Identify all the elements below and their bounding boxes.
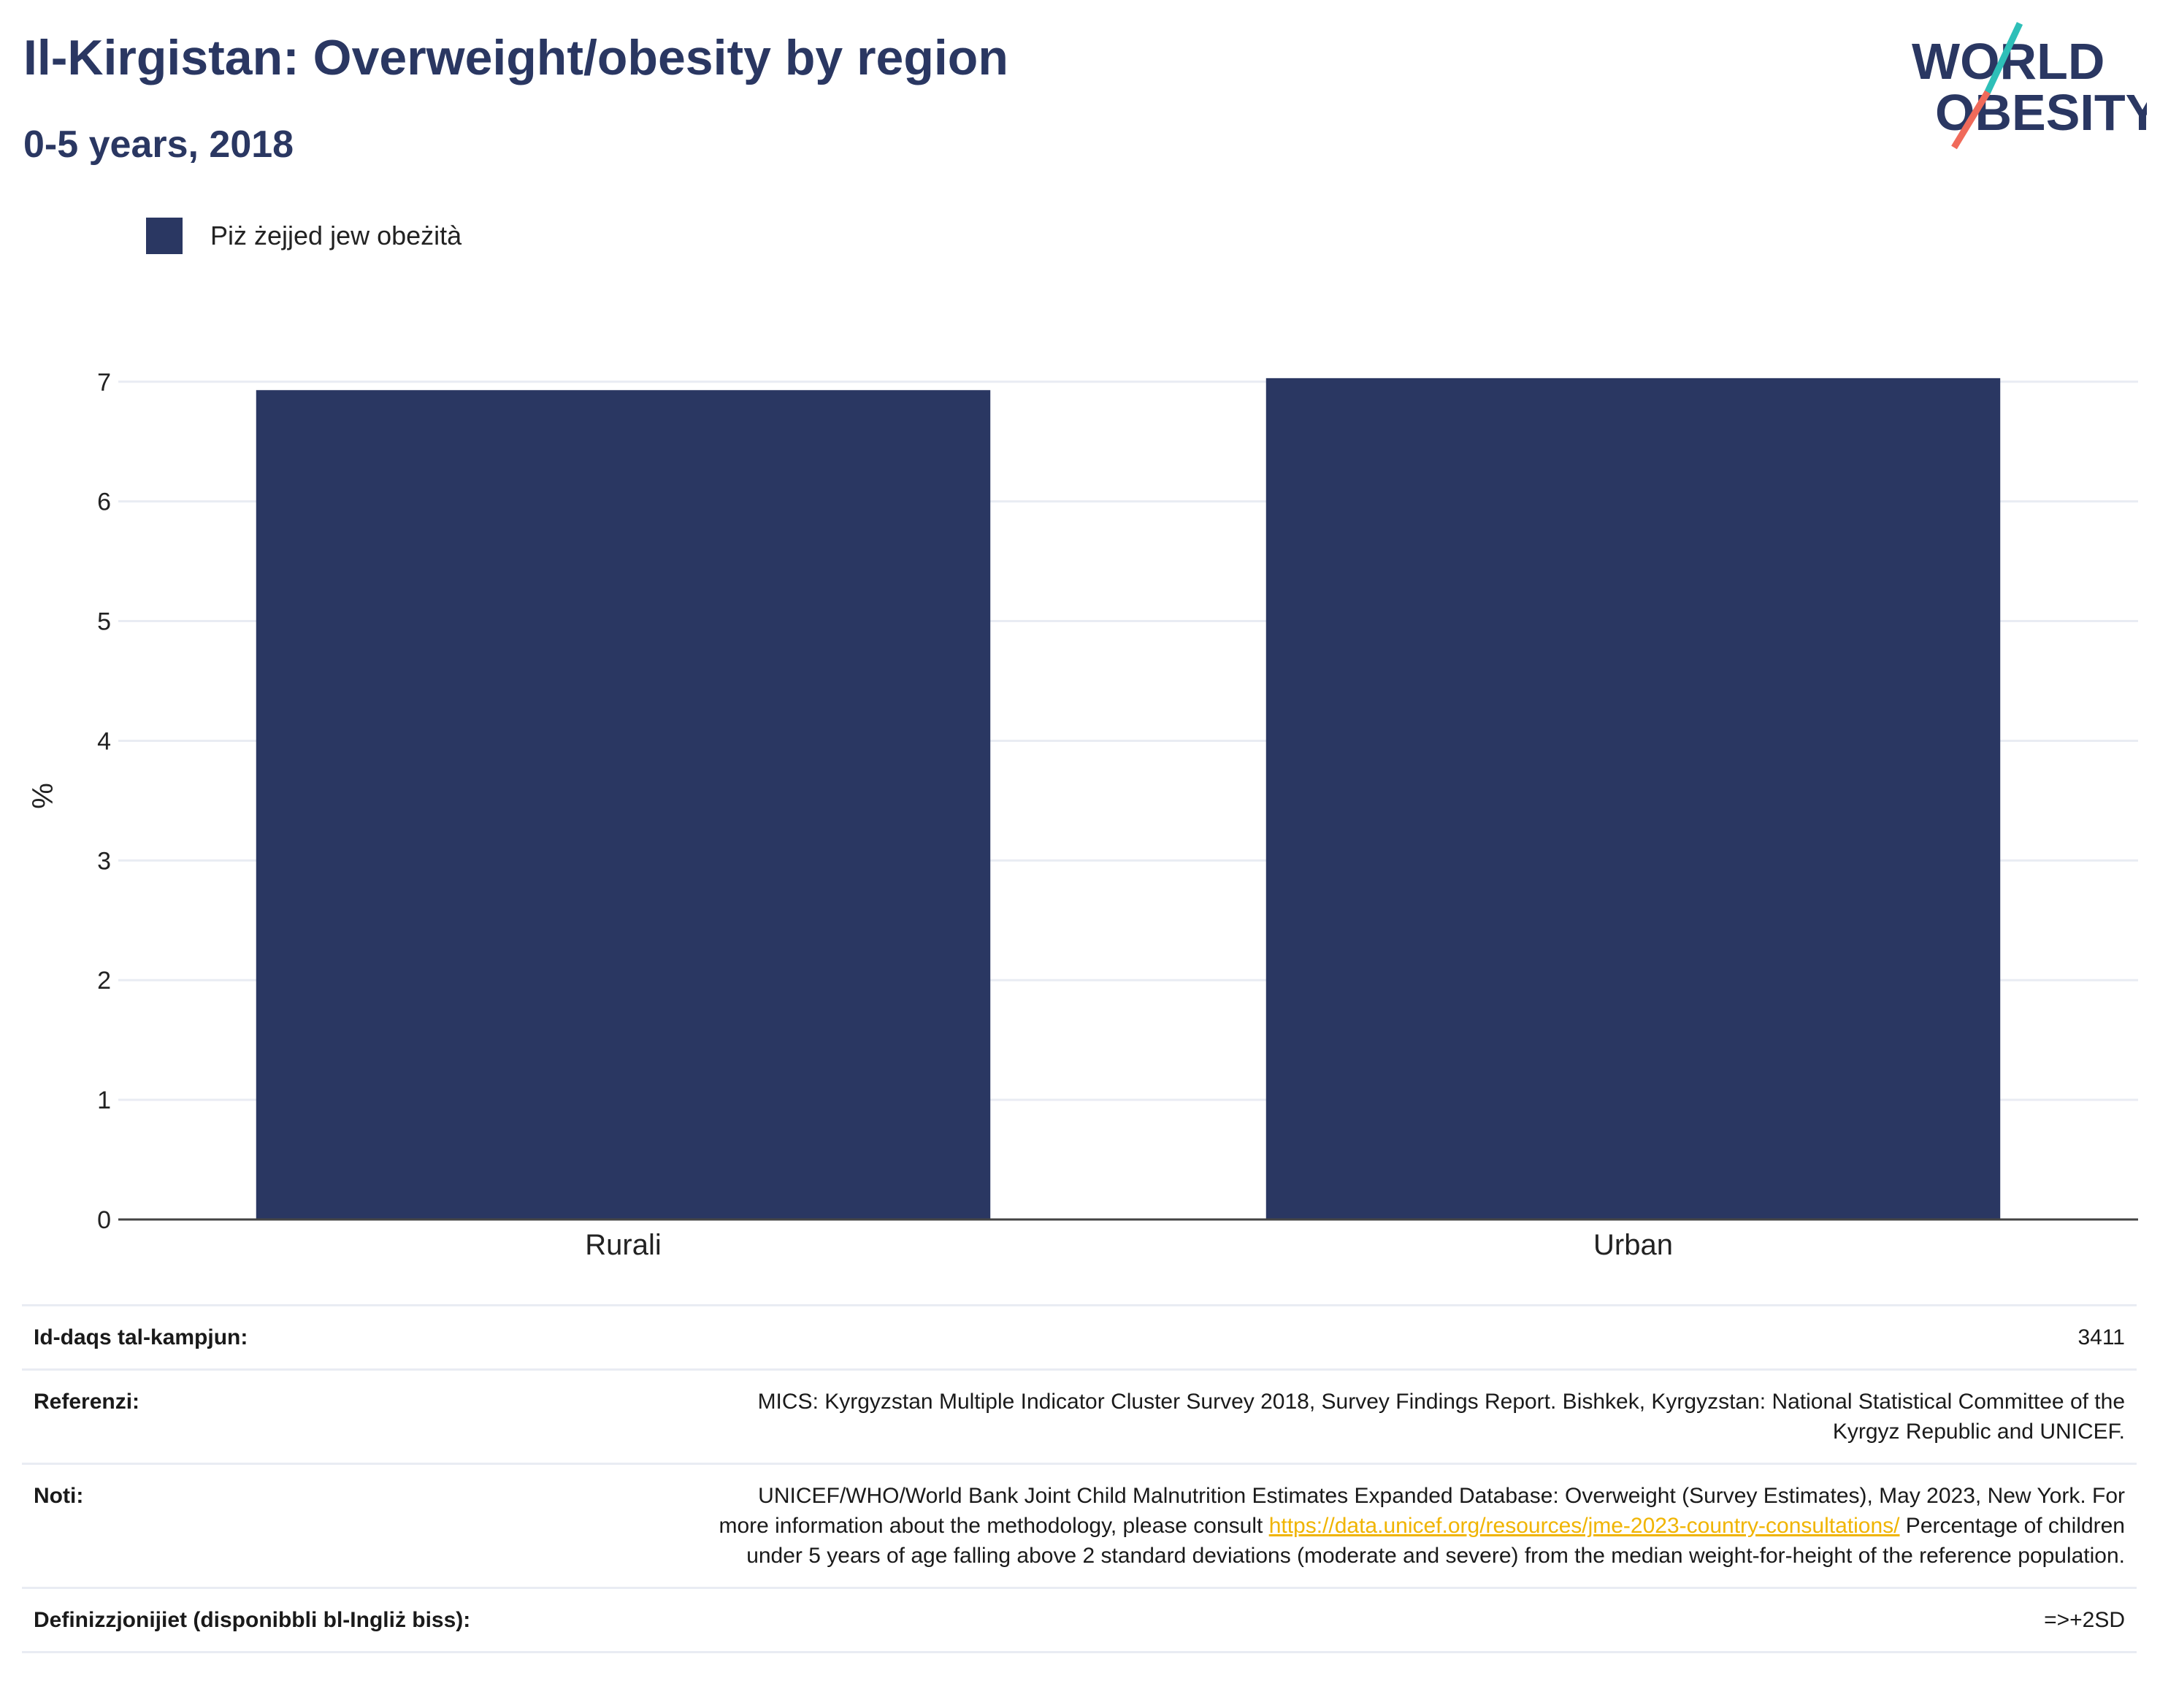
chart-subtitle: 0-5 years, 2018	[23, 123, 294, 166]
info-row-notes: Noti: UNICEF/WHO/World Bank Joint Child …	[22, 1463, 2137, 1588]
logo-slash-teal	[1983, 22, 2023, 96]
definitions-label: Definizzjonijiet (disponibbli bl-Ingliż …	[22, 1587, 702, 1653]
notes-text-1: UNICEF/WHO/World Bank Joint Child Malnut…	[719, 1484, 2125, 1538]
world-obesity-logo: WORLD OBESITY	[1912, 22, 2147, 150]
legend[interactable]: Piż żejjed jew obeżità	[146, 218, 462, 254]
sample-size-value: 3411	[702, 1304, 2137, 1370]
bar-rurali[interactable]	[256, 390, 991, 1219]
legend-swatch	[146, 218, 183, 254]
y-tick-label: 5	[97, 608, 111, 636]
chart-title: Il-Kirgistan: Overweight/obesity by regi…	[23, 30, 1008, 85]
y-tick-label: 3	[97, 847, 111, 875]
bar-chart: 0 1 2 3 4 5 6 7 Rurali Urban %	[27, 369, 2138, 1261]
references-label: Referenzi:	[22, 1368, 702, 1464]
y-tick-label: 0	[97, 1206, 111, 1234]
sample-size-label: Id-daqs tal-kampjun:	[22, 1304, 702, 1370]
y-tick-label: 4	[97, 727, 111, 755]
notes-text-2: Percentage of children under 5 years of …	[746, 1514, 2125, 1568]
info-row-references: Referenzi: MICS: Kyrgyzstan Multiple Ind…	[22, 1368, 2137, 1464]
legend-label: Piż żejjed jew obeżità	[210, 221, 462, 250]
notes-link[interactable]: https://data.unicef.org/resources/jme-20…	[1268, 1514, 1900, 1538]
definitions-value: =>+2SD	[702, 1587, 2137, 1653]
y-axis-label: %	[27, 783, 59, 809]
logo-line2: OBESITY	[1935, 84, 2147, 141]
y-axis-ticks: 0 1 2 3 4 5 6 7	[97, 369, 111, 1234]
info-row-definitions: Definizzjonijiet (disponibbli bl-Ingliż …	[22, 1587, 2137, 1653]
bar-urban[interactable]	[1265, 378, 2001, 1219]
notes-label: Noti:	[22, 1463, 702, 1588]
x-category-label: Urban	[1593, 1229, 1673, 1261]
x-axis-categories: Rurali Urban	[585, 1229, 1673, 1261]
info-row-sample-size: Id-daqs tal-kampjun: 3411	[22, 1304, 2137, 1370]
logo-slash-coral	[1951, 90, 1991, 150]
x-category-label: Rurali	[585, 1229, 661, 1261]
notes-value: UNICEF/WHO/World Bank Joint Child Malnut…	[702, 1463, 2137, 1588]
y-tick-label: 7	[97, 369, 111, 397]
y-tick-label: 1	[97, 1087, 111, 1114]
bars	[256, 378, 2001, 1219]
references-value: MICS: Kyrgyzstan Multiple Indicator Clus…	[702, 1368, 2137, 1464]
y-tick-label: 6	[97, 489, 111, 516]
y-tick-label: 2	[97, 967, 111, 995]
info-table: Id-daqs tal-kampjun: 3411 Referenzi: MIC…	[22, 1304, 2137, 1653]
